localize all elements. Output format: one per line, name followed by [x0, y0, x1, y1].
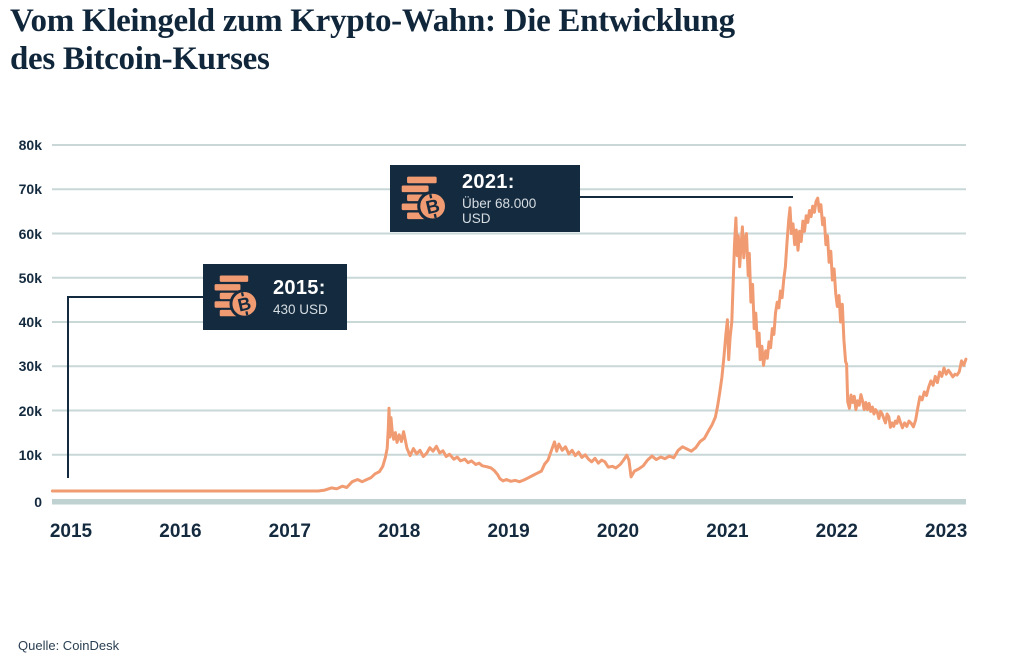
- y-tick-label: 60k: [18, 225, 42, 242]
- x-tick-label: 2016: [159, 521, 202, 542]
- x-baseline: [52, 499, 966, 505]
- x-tick-label: 2019: [487, 521, 530, 542]
- x-tick-label: 2023: [925, 521, 968, 542]
- svg-text:B: B: [236, 293, 253, 315]
- bitcoin-coins-icon: B: [214, 275, 260, 319]
- y-tick-label: 20k: [18, 402, 42, 419]
- source-credit: Quelle: CoinDesk: [18, 638, 120, 653]
- callout-year: 2021:: [462, 171, 515, 193]
- x-tick-label: 2015: [49, 521, 93, 542]
- y-tick-label: 40k: [18, 314, 42, 330]
- y-tick-label: 50k: [18, 269, 42, 286]
- callout-2015: B 2015: 430 USD: [203, 264, 347, 330]
- x-tick-label: 2021: [706, 521, 749, 542]
- callout-value: 430 USD: [273, 302, 328, 317]
- y-tick-label: 30k: [18, 358, 42, 375]
- y-tick-label: 10k: [18, 446, 42, 463]
- callout-value: Über 68.000 USD: [462, 196, 537, 226]
- callout-2021-text: 2021: Über 68.000 USD: [462, 171, 568, 226]
- callout-year: 2015:: [273, 277, 326, 299]
- y-tick-label: 0: [34, 494, 42, 510]
- svg-text:B: B: [424, 194, 442, 218]
- bitcoin-coins-icon: B: [401, 176, 449, 222]
- bitcoin-price-series: [50, 196, 968, 493]
- x-tick-label: 2018: [378, 521, 421, 542]
- leader-line-2015: [67, 296, 203, 478]
- x-tick-label: 2022: [815, 521, 858, 542]
- annotation-leader-lines: [67, 196, 793, 478]
- callout-2021: B 2021: Über 68.000 USD: [390, 165, 580, 232]
- price-line: [50, 196, 968, 493]
- y-tick-label: 80k: [18, 137, 42, 153]
- x-tick-label: 2020: [596, 521, 640, 542]
- callout-2015-text: 2015: 430 USD: [273, 277, 328, 317]
- page-title: Vom Kleingeld zum Krypto-Wahn: Die Entwi…: [10, 3, 735, 77]
- x-tick-label: 2017: [268, 521, 311, 542]
- y-tick-label: 70k: [18, 181, 42, 198]
